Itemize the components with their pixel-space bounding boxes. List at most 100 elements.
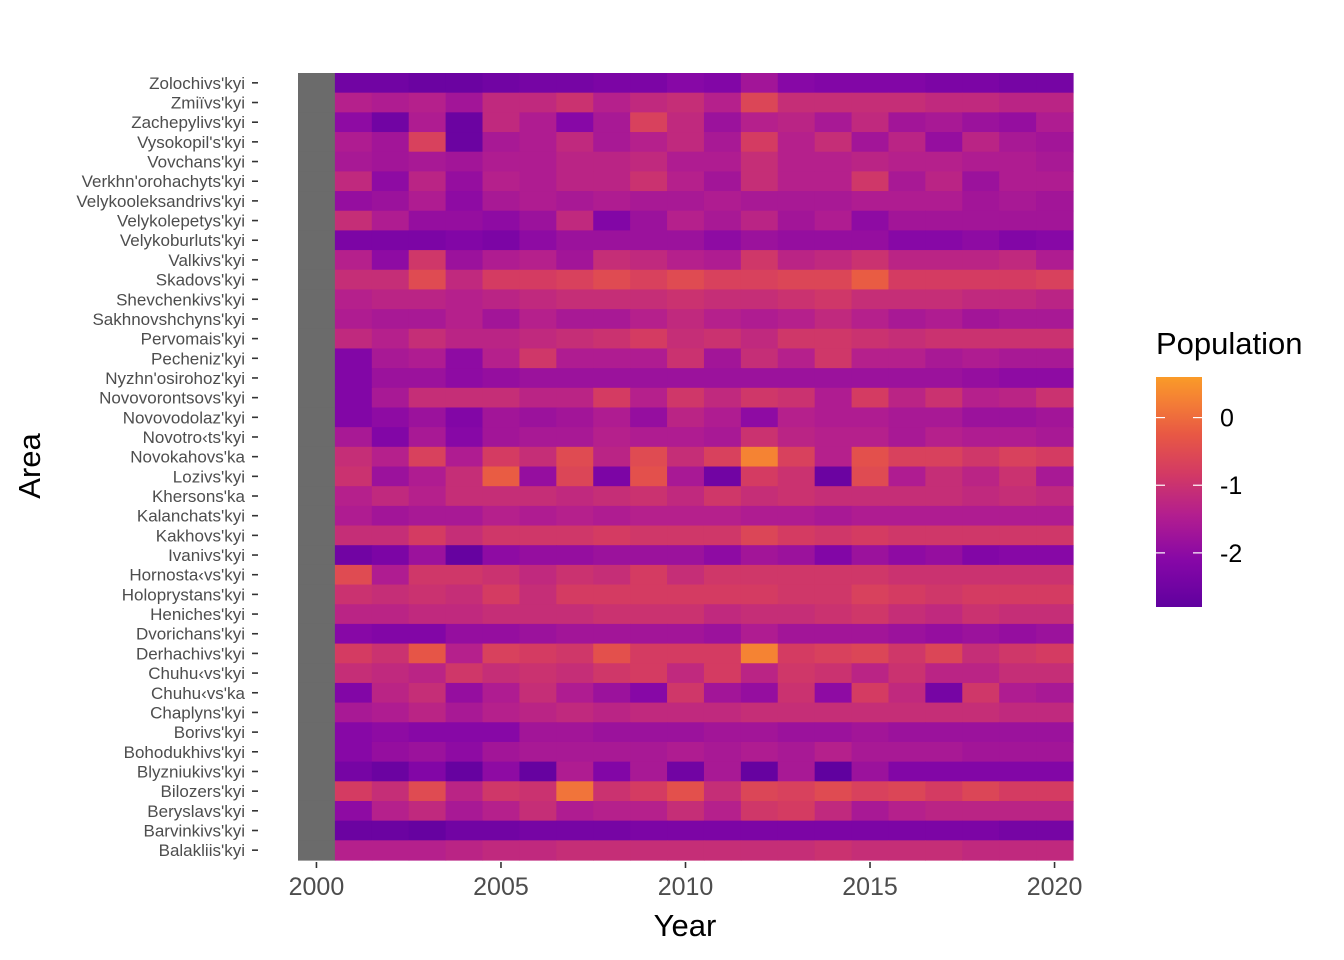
heatmap-cell — [334, 840, 373, 861]
heatmap-cell — [630, 171, 668, 192]
heatmap-cell — [556, 564, 594, 586]
heatmap-cell — [1036, 800, 1074, 822]
y-tick-label: Novokahovs'ka — [130, 448, 245, 467]
heatmap-cell — [371, 387, 410, 409]
heatmap-cell — [445, 112, 484, 133]
heatmap-cell — [999, 112, 1037, 133]
heatmap-cell — [556, 132, 594, 153]
heatmap-cell — [814, 230, 853, 251]
heatmap-cell — [334, 289, 373, 310]
heatmap-cell — [777, 604, 816, 625]
heatmap-cell — [925, 348, 963, 369]
heatmap-cell — [445, 702, 484, 723]
heatmap-cell — [408, 741, 447, 763]
heatmap-cell — [408, 151, 447, 172]
heatmap-cell — [851, 309, 890, 330]
heatmap-cell — [999, 584, 1037, 605]
heatmap-cell — [556, 643, 594, 664]
heatmap-cell — [703, 761, 742, 782]
heatmap-cell — [408, 92, 447, 113]
heatmap-cell — [962, 505, 1000, 527]
heatmap-cell — [630, 466, 668, 487]
heatmap-cell — [556, 505, 594, 527]
y-tick-label: Barvinkivs'kyi — [144, 821, 246, 840]
heatmap-cell — [999, 761, 1037, 782]
heatmap-cell — [408, 623, 447, 645]
heatmap-cell — [962, 151, 1000, 172]
heatmap-cell — [482, 663, 521, 684]
heatmap-cell — [962, 840, 1000, 861]
heatmap-cell — [925, 289, 963, 310]
heatmap-cell — [630, 289, 668, 310]
heatmap-cell — [408, 289, 447, 310]
y-tick-label: Derhachivs'kyi — [136, 644, 245, 663]
heatmap-cell — [667, 545, 705, 566]
heatmap-cell — [703, 387, 742, 409]
heatmap-cell — [298, 427, 336, 448]
x-tick-label: 2000 — [289, 873, 345, 901]
heatmap-cell — [851, 348, 890, 369]
heatmap-cell — [925, 73, 963, 94]
heatmap-cell — [851, 761, 890, 782]
heatmap-cell — [593, 250, 631, 271]
heatmap-cell — [703, 800, 742, 822]
heatmap-cell — [593, 820, 631, 841]
heatmap-cell — [962, 387, 1000, 409]
heatmap-cell — [519, 92, 557, 113]
heatmap-cell — [334, 250, 373, 271]
heatmap-cell — [408, 328, 447, 350]
heatmap-cell — [851, 387, 890, 409]
heatmap-cell — [482, 151, 521, 172]
heatmap-cell — [556, 820, 594, 841]
heatmap-cell — [703, 427, 742, 448]
heatmap-cell — [445, 781, 484, 802]
heatmap-cell — [888, 781, 926, 802]
heatmap-cell — [703, 741, 742, 763]
heatmap-cell — [667, 191, 705, 212]
heatmap-cell — [334, 230, 373, 251]
heatmap-cell — [334, 387, 373, 409]
heatmap-cell — [371, 250, 410, 271]
heatmap-cell — [556, 151, 594, 172]
heatmap-cell — [777, 230, 816, 251]
y-tick-label: Holoprystans'kyi — [122, 585, 245, 604]
heatmap-cell — [703, 446, 742, 468]
heatmap-cell — [814, 210, 853, 231]
heatmap-cell — [962, 722, 1000, 743]
heatmap-cell — [999, 250, 1037, 271]
heatmap-cell — [962, 92, 1000, 113]
heatmap-cell — [630, 505, 668, 527]
heatmap-cell — [814, 289, 853, 310]
heatmap-cell — [703, 486, 742, 507]
heatmap-cell — [1036, 604, 1074, 625]
heatmap-cell — [334, 112, 373, 133]
heatmap-cell — [630, 368, 668, 389]
heatmap-cell — [482, 604, 521, 625]
heatmap-cell — [667, 328, 705, 350]
heatmap-cell — [334, 309, 373, 330]
heatmap-cell — [445, 604, 484, 625]
heatmap-cell — [814, 151, 853, 172]
heatmap-cell — [703, 132, 742, 153]
heatmap-cell — [999, 505, 1037, 527]
heatmap-cell — [334, 269, 373, 291]
heatmap-cell — [593, 368, 631, 389]
heatmap-cell — [371, 407, 410, 428]
heatmap-cell — [814, 348, 853, 369]
heatmap-cell — [925, 604, 963, 625]
heatmap-cell — [999, 663, 1037, 684]
heatmap-cell — [814, 328, 853, 350]
heatmap-cell — [630, 407, 668, 428]
heatmap-cell — [371, 466, 410, 487]
heatmap-cell — [962, 486, 1000, 507]
heatmap-cell — [703, 407, 742, 428]
heatmap-cell — [703, 840, 742, 861]
heatmap-cell — [630, 230, 668, 251]
heatmap-cell — [740, 132, 779, 153]
heatmap-cell — [482, 132, 521, 153]
heatmap-cell — [888, 328, 926, 350]
heatmap-cell — [703, 663, 742, 684]
heatmap-cell — [925, 171, 963, 192]
heatmap-cell — [740, 820, 779, 841]
heatmap-cell — [445, 486, 484, 507]
